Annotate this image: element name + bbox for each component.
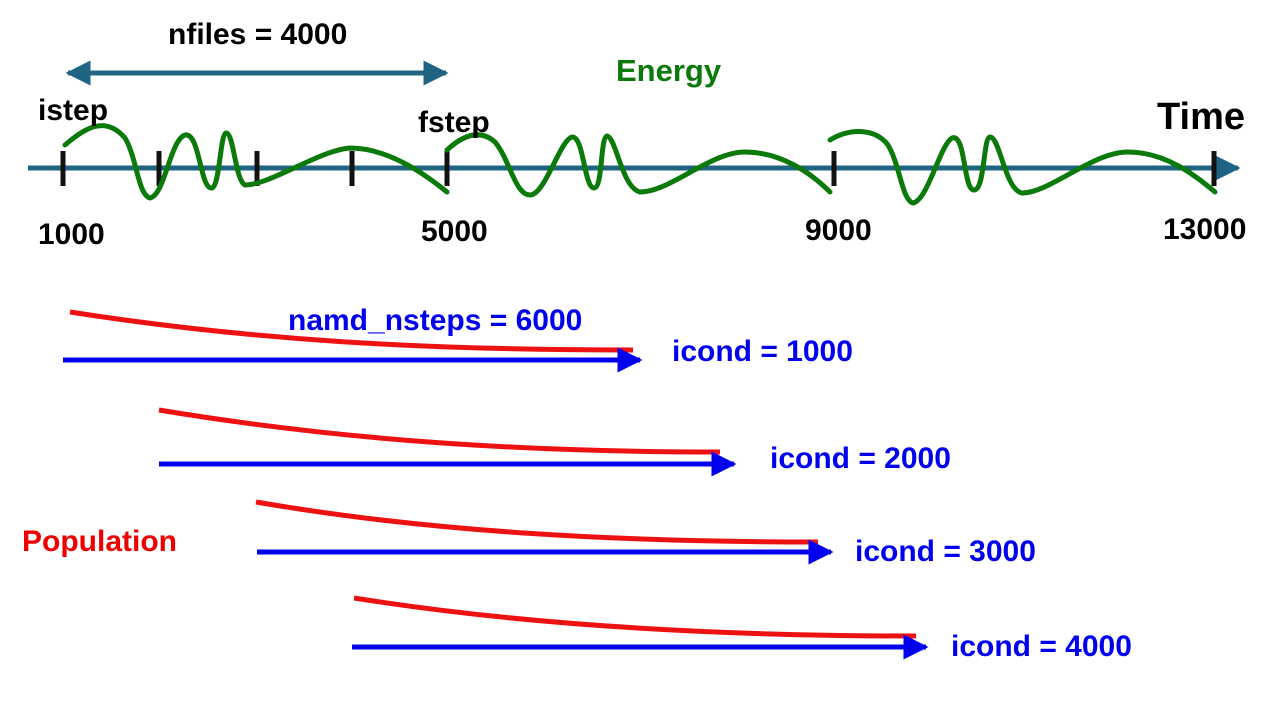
energy-curve-segment (827, 129, 1218, 206)
population-label: Population (22, 525, 177, 558)
icond-label: icond = 4000 (951, 630, 1132, 663)
icond-label: icond = 1000 (672, 335, 853, 368)
energy-label: Energy (616, 53, 722, 88)
tick-label-13000: 13000 (1163, 213, 1246, 246)
population-curve (158, 407, 721, 455)
energy-curve (62, 123, 1218, 206)
time-axis-ticks (60, 151, 1217, 186)
istep-label: istep (38, 94, 108, 127)
time-label: Time (1157, 96, 1245, 138)
nfiles-label: nfiles = 4000 (168, 18, 347, 51)
tick-label-1000: 1000 (38, 218, 105, 251)
trajectory-icond-3000: icond = 3000 (255, 499, 1036, 568)
namd-nsteps-label: namd_nsteps = 6000 (288, 304, 582, 337)
icond-label: icond = 3000 (855, 535, 1036, 568)
trajectory-icond-2000: icond = 2000 (158, 407, 951, 477)
population-curve (353, 595, 917, 639)
energy-curve-segment (444, 132, 833, 198)
population-curve (255, 499, 819, 545)
trajectory-icond-1000: namd_nsteps = 6000 icond = 1000 (63, 304, 853, 373)
energy-curve-segment (62, 123, 450, 201)
tick-label-5000: 5000 (421, 215, 488, 248)
population-curve (69, 309, 634, 353)
trajectory-icond-4000: icond = 4000 (352, 595, 1132, 663)
icond-label: icond = 2000 (770, 442, 951, 475)
tick-label-9000: 9000 (805, 214, 872, 247)
fstep-label: fstep (418, 106, 490, 139)
